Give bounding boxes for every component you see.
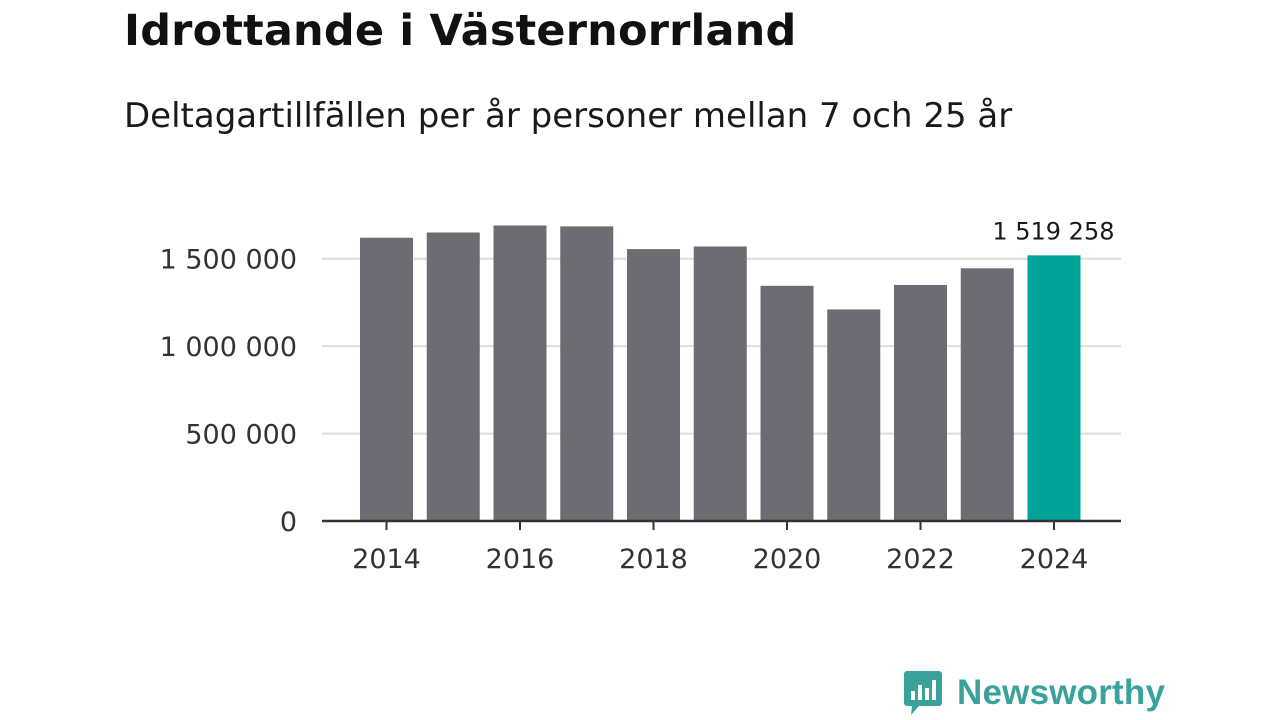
bar-2024 [1027, 255, 1081, 521]
bar-2017 [560, 226, 614, 521]
newsworthy-brand: Newsworthy [903, 668, 1165, 718]
x-tick-label: 2024 [1020, 544, 1089, 575]
bar-2016 [493, 225, 547, 521]
x-tick-label: 2022 [886, 544, 955, 575]
chart-subtitle: Deltagartillfällen per år personer mella… [124, 96, 1013, 136]
newsworthy-wordmark: Newsworthy [957, 673, 1166, 712]
bar-2019 [693, 246, 747, 521]
x-axis [322, 519, 1121, 530]
bars [360, 225, 1081, 521]
y-tick-label: 0 [280, 507, 297, 538]
chart-title: Idrottande i Västernorrland [124, 6, 797, 56]
x-tick-label: 2016 [486, 544, 555, 575]
x-tick-label: 2018 [619, 544, 688, 575]
data-label-highlight: 1 519 258 [992, 217, 1114, 245]
y-tick-label: 500 000 [185, 420, 297, 451]
labels: 0 500 000 1 000 000 1 500 000 2014 2016 2018 20… [160, 217, 1115, 575]
bar-2023 [960, 268, 1014, 521]
bar-2014 [360, 237, 413, 521]
x-tick-label: 2014 [352, 544, 421, 575]
bar-2022 [894, 284, 947, 521]
bar-2018 [627, 249, 680, 521]
bar-2021 [827, 309, 881, 521]
y-tick-label: 1 000 000 [160, 332, 297, 363]
bar-2015 [426, 232, 480, 521]
bar-2020 [760, 285, 814, 521]
x-tick-label: 2020 [753, 544, 822, 575]
y-tick-label: 1 500 000 [160, 245, 297, 276]
newsworthy-logo-icon [904, 671, 942, 715]
